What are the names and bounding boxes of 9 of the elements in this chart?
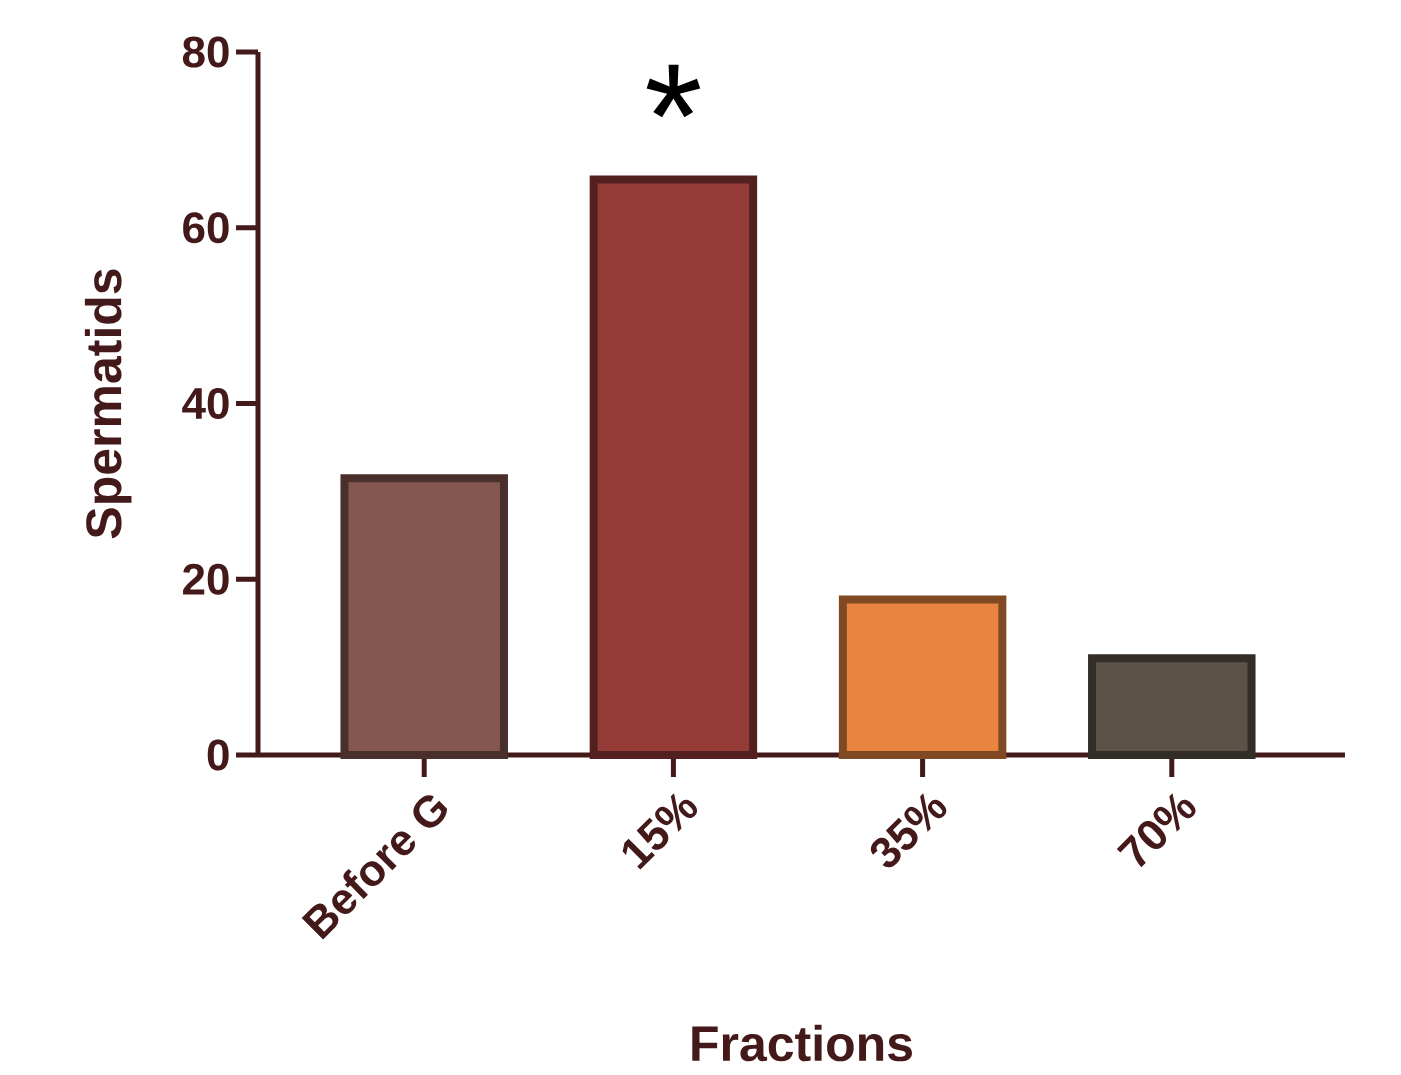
y-tick-label: 80 bbox=[182, 36, 229, 68]
y-tick-label: 20 bbox=[183, 563, 229, 595]
y-axis-title: Spermatids bbox=[84, 269, 132, 539]
x-tick-label: 70% bbox=[1116, 793, 1196, 868]
y-tick-label: 60 bbox=[183, 212, 229, 244]
y-tick-label: 40 bbox=[182, 387, 229, 420]
annotation: * bbox=[646, 64, 701, 118]
y-tick-label: 0 bbox=[207, 739, 229, 771]
x-axis-title: Fractions bbox=[692, 1024, 912, 1062]
